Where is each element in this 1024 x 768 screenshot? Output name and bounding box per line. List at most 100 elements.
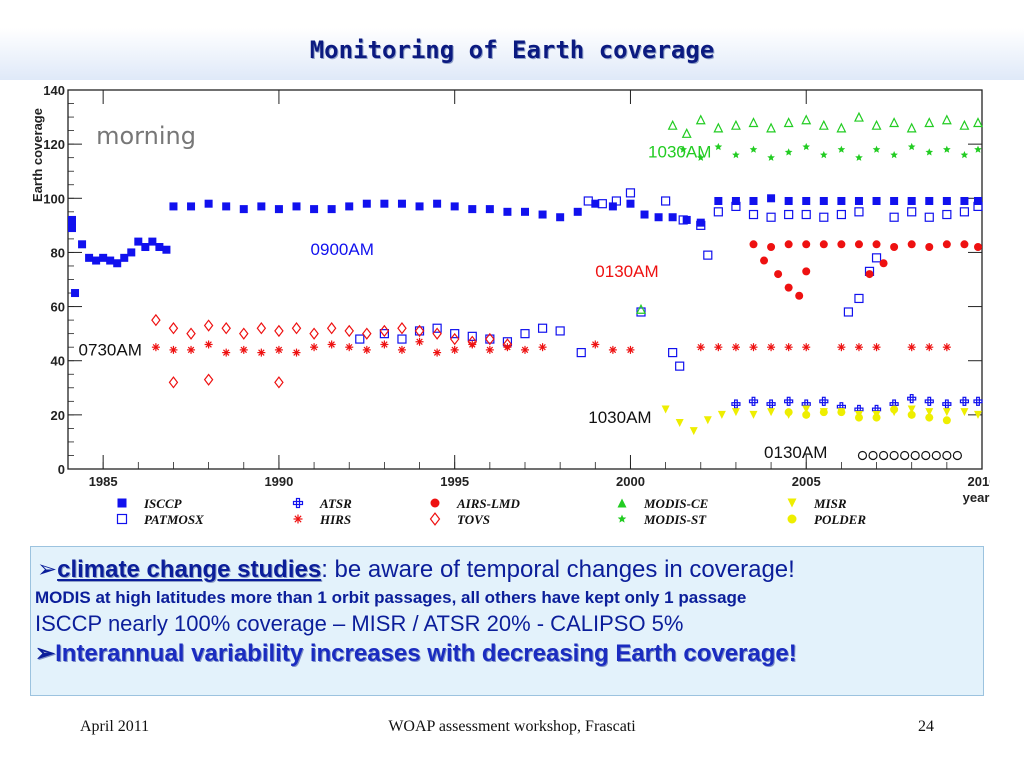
data-point — [485, 334, 495, 344]
data-point — [106, 256, 115, 265]
data-point — [239, 327, 249, 340]
data-point — [973, 201, 983, 212]
data-point — [749, 196, 758, 205]
summary-box: ➢climate change studies: be aware of tem… — [30, 546, 984, 696]
data-point — [837, 240, 846, 249]
data-point — [256, 322, 267, 335]
data-point — [857, 450, 868, 461]
data-point — [959, 207, 970, 217]
data-point — [379, 324, 390, 338]
data-point — [239, 205, 248, 214]
data-point — [872, 196, 881, 205]
data-point — [310, 205, 319, 214]
data-point — [921, 450, 931, 461]
slide-title: Monitoring of Earth coverage — [309, 36, 715, 64]
data-point — [732, 151, 740, 159]
data-point — [221, 322, 231, 335]
data-point — [397, 334, 407, 344]
data-point — [538, 210, 547, 219]
data-point — [640, 210, 649, 219]
data-point — [854, 196, 863, 205]
data-point — [906, 122, 917, 133]
data-point — [274, 205, 283, 214]
data-point — [68, 224, 76, 233]
data-point — [537, 323, 548, 333]
data-point — [141, 243, 150, 252]
data-point — [871, 253, 882, 263]
data-point — [890, 196, 899, 205]
legend-marker — [429, 512, 441, 526]
series-atsr — [731, 394, 983, 415]
data-point — [636, 303, 646, 314]
data-point — [168, 376, 179, 389]
data-point — [819, 240, 828, 249]
data-point — [853, 111, 864, 122]
data-point — [974, 196, 982, 205]
data-point — [151, 343, 160, 352]
y-tick-label: 40 — [51, 354, 65, 369]
y-tick-label: 80 — [51, 245, 65, 260]
footer-page-number: 24 — [918, 718, 934, 735]
data-point — [748, 117, 759, 128]
data-point — [127, 248, 136, 257]
line4-text: Interannual variability increases with d… — [55, 640, 797, 667]
data-point — [784, 240, 793, 249]
data-point — [257, 348, 266, 357]
data-point — [626, 199, 635, 208]
plot-area: 0 20 40 60 80 100 120 140 1985 1990 1995 2000 2005 20… — [30, 83, 990, 505]
data-point — [802, 410, 811, 419]
data-point — [878, 450, 889, 461]
data-point — [854, 343, 863, 352]
legend-label: MISR — [813, 496, 847, 511]
data-point — [907, 410, 916, 419]
data-point — [836, 122, 847, 133]
data-point — [942, 450, 952, 461]
series-polder — [784, 405, 951, 425]
data-point — [187, 345, 196, 354]
data-point — [681, 127, 692, 138]
y-tick-label: 0 — [58, 462, 65, 477]
data-point — [836, 209, 846, 220]
data-point — [204, 340, 213, 349]
title-bar — [0, 28, 1024, 80]
data-point — [784, 196, 793, 205]
data-point — [433, 348, 442, 357]
data-point — [714, 343, 723, 352]
data-point — [952, 450, 962, 461]
data-point — [148, 237, 157, 246]
footer-event: WOAP assessment workshop, Frascati — [388, 718, 636, 735]
legend-marker — [292, 497, 304, 509]
data-point — [907, 405, 916, 414]
data-point — [942, 408, 951, 417]
data-point — [749, 410, 758, 419]
y-tick-label: 60 — [51, 300, 65, 315]
data-point — [802, 267, 811, 276]
data-point — [576, 347, 586, 358]
data-point — [556, 213, 565, 222]
summary-line-2: MODIS at high latitudes more than 1 orbi… — [35, 588, 747, 607]
line1-rest: : be aware of temporal changes in covera… — [321, 556, 795, 583]
data-point — [414, 326, 425, 336]
data-point — [819, 196, 828, 205]
data-point — [355, 334, 365, 344]
data-point — [748, 209, 759, 220]
data-point — [449, 332, 460, 346]
x-axis-label: year — [963, 490, 990, 505]
data-point — [731, 196, 740, 205]
y-tick-label: 20 — [51, 408, 65, 423]
data-point — [837, 343, 846, 352]
data-point — [696, 218, 705, 227]
data-point — [731, 408, 740, 417]
legend-marker — [787, 498, 797, 508]
data-point — [819, 396, 829, 406]
data-point — [415, 202, 424, 211]
data-point — [802, 343, 811, 352]
data-point — [414, 324, 425, 338]
data-point — [591, 199, 600, 208]
data-point — [467, 331, 477, 341]
data-point — [467, 335, 478, 348]
data-point — [837, 408, 846, 417]
highlight-text: climate change studies — [57, 556, 322, 583]
data-point — [85, 253, 94, 262]
